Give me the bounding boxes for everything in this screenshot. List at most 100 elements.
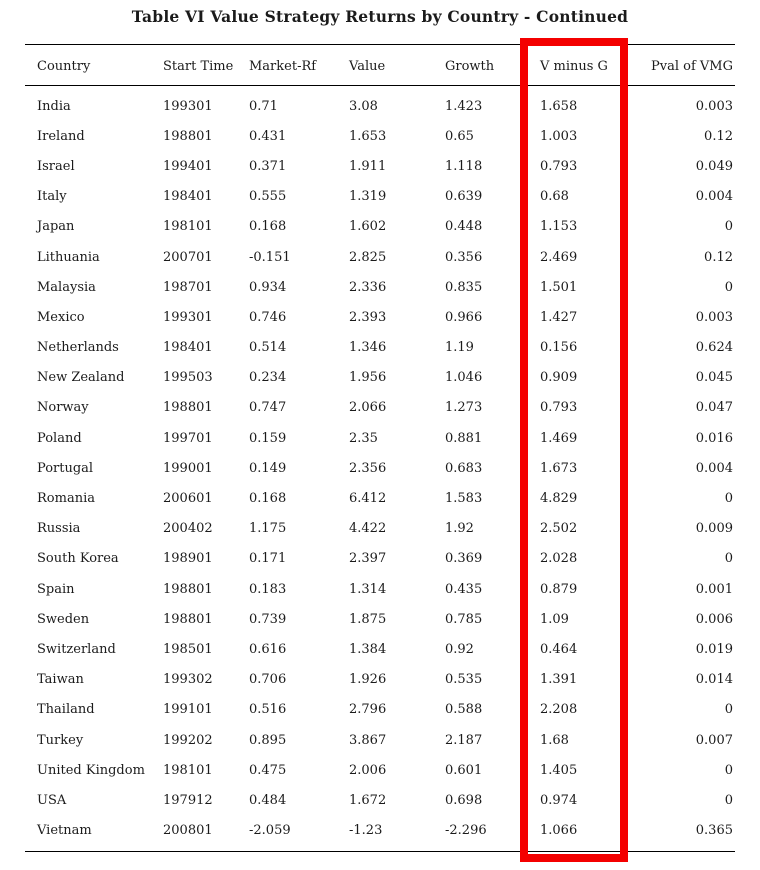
value-cell: 199503 [163,370,213,386]
value-cell: 2.356 [349,460,387,476]
value-cell: 2.028 [540,551,578,567]
value-cell: 200801 [163,823,213,839]
value-cell: 0.183 [249,581,287,597]
value-cell: 0.601 [445,762,483,778]
country-cell: Romania [37,491,95,507]
value-cell: 2.796 [349,702,387,718]
table-row: Israel 199401 0.371 1.911 1.118 0.793 0.049 [25,151,735,181]
country-cell: Mexico [37,309,85,325]
value-cell: 0.004 [695,460,733,476]
value-cell: 198101 [163,762,213,778]
value-cell: 0.12 [704,249,733,265]
value-cell: 1.68 [540,732,569,748]
value-cell: 197912 [163,792,213,808]
value-cell: 199202 [163,732,213,748]
value-cell: 0.047 [695,400,733,416]
value-cell: 2.066 [349,400,387,416]
value-cell: 0.706 [249,672,287,688]
column-header: Pval of VMG [651,58,733,74]
value-cell: 0.68 [540,189,569,205]
value-cell: 1.911 [349,158,387,174]
country-cell: Sweden [37,611,90,627]
table-row: Spain 198801 0.183 1.314 0.435 0.879 0.001 [25,574,735,604]
value-cell: 1.384 [349,641,387,657]
value-cell: 0.484 [249,792,287,808]
value-cell: 1.175 [249,521,287,537]
value-cell: 0.001 [695,581,733,597]
value-cell: 1.003 [540,128,578,144]
table-row: Turkey 199202 0.895 3.867 2.187 1.68 0.007 [25,725,735,755]
value-cell: 1.469 [540,430,578,446]
value-cell: 0.555 [249,189,287,205]
value-cell: 1.153 [540,219,578,235]
table-row: Netherlands 198401 0.514 1.346 1.19 0.156 0.62… [25,333,735,363]
value-cell: 198801 [163,611,213,627]
table-body: India 199301 0.71 3.08 1.423 1.658 0.003 Irelan… [25,86,735,851]
value-cell: 198101 [163,219,213,235]
column-header: Market-Rf [249,58,317,74]
table-title: Table VI Value Strategy Returns by Count… [131,7,629,26]
value-cell: 0.881 [445,430,483,446]
value-cell: 0.475 [249,762,287,778]
value-cell: 2.825 [349,249,387,265]
value-cell: 198401 [163,340,213,356]
country-cell: South Korea [37,551,119,567]
column-header: Growth [445,58,495,74]
value-cell: 1.319 [349,189,387,205]
value-cell: 1.391 [540,672,578,688]
value-cell: 1.09 [540,611,569,627]
value-cell: 2.397 [349,551,387,567]
table-row: Malaysia 198701 0.934 2.336 0.835 1.501 0 [25,272,735,302]
country-cell: New Zealand [37,370,125,386]
value-cell: 1.19 [445,340,474,356]
value-cell: 1.346 [349,340,387,356]
table-row: Portugal 199001 0.149 2.356 0.683 1.673 0.004 [25,453,735,483]
value-cell: 199301 [163,98,213,114]
country-cell: Thailand [37,702,95,718]
table-row: India 199301 0.71 3.08 1.423 1.658 0.003 [25,91,735,121]
table-row: Sweden 198801 0.739 1.875 0.785 1.09 0.006 [25,604,735,634]
value-cell: 1.673 [540,460,578,476]
value-cell: 198801 [163,128,213,144]
value-cell: 2.393 [349,309,387,325]
table-row: New Zealand 199503 0.234 1.956 1.046 0.909 0.0… [25,363,735,393]
value-cell: 0.739 [249,611,287,627]
value-cell: 199701 [163,430,213,446]
value-cell: 0 [724,551,733,567]
value-cell: 199001 [163,460,213,476]
country-cell: Japan [37,219,75,235]
value-cell: 0.71 [249,98,278,114]
value-cell: 1.583 [445,491,483,507]
column-header: V minus G [540,58,608,74]
table-row: Thailand 199101 0.516 2.796 0.588 2.208 0 [25,695,735,725]
value-cell: 0.92 [445,641,474,657]
table-row: Taiwan 199302 0.706 1.926 0.535 1.391 0.014 [25,665,735,695]
value-cell: 0.356 [445,249,483,265]
country-cell: Russia [37,521,81,537]
value-cell: 1.956 [349,370,387,386]
value-cell: 0.006 [695,611,733,627]
value-cell: 1.92 [445,521,474,537]
value-cell: 6.412 [349,491,387,507]
value-cell: 0.171 [249,551,287,567]
table-row: Ireland 198801 0.431 1.653 0.65 1.003 0.12 [25,121,735,151]
value-cell: 199401 [163,158,213,174]
value-cell: 200601 [163,491,213,507]
value-cell: 0.007 [695,732,733,748]
value-cell: 0.683 [445,460,483,476]
value-cell: 198401 [163,189,213,205]
value-cell: 1.501 [540,279,578,295]
value-cell: 0.159 [249,430,287,446]
value-cell: 0.785 [445,611,483,627]
value-cell: 0.435 [445,581,483,597]
value-cell: 1.602 [349,219,387,235]
value-cell: 200402 [163,521,213,537]
value-cell: 0.934 [249,279,287,295]
value-cell: 0.793 [540,158,578,174]
value-cell: 199101 [163,702,213,718]
table-row: Norway 198801 0.747 2.066 1.273 0.793 0.047 [25,393,735,423]
value-cell: 0.431 [249,128,287,144]
value-cell: 0.234 [249,370,287,386]
table-row: Lithuania 200701 -0.151 2.825 0.356 2.469 0.12 [25,242,735,272]
